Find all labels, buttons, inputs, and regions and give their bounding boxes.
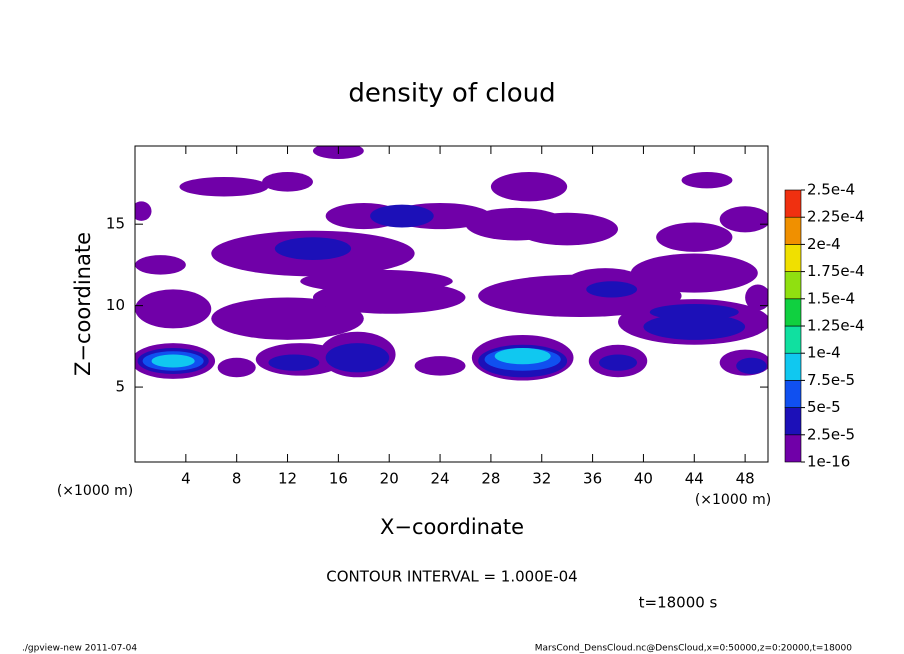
footer-right: MarsCond_DensCloud.nc@DensCloud,x=0:5000… [535,644,852,654]
colorbar-box [784,271,802,300]
colorbar-box [784,434,802,463]
footer-left: ./gpview-new 2011-07-04 [22,644,137,654]
cloud-patch [274,237,352,261]
cloud-patch [656,222,733,252]
x-tick-label: 12 [278,470,297,488]
x-axis-label: X−coordinate [380,515,524,539]
cloud-patch [211,297,364,340]
x-unit: (×1000 m) [695,492,771,508]
colorbar-box [784,352,802,381]
contour-field [135,146,768,381]
colorbar-label: 2.25e-4 [807,208,865,226]
colorbar-label: 1.25e-4 [807,317,865,335]
x-tick-label: 36 [583,470,602,488]
cloud-patch [643,313,746,340]
colorbar-label: 2e-4 [807,235,841,253]
cloud-patch [325,343,390,373]
colorbar-label: 1e-4 [807,344,841,362]
y-tick-label: 5 [115,378,125,396]
cloud-patch [179,176,269,197]
cloud-patch [719,206,768,233]
chart-title: density of cloud [348,79,555,109]
cloud-patch [262,172,313,192]
x-tick-label: 48 [736,470,755,488]
colorbar-box [784,407,802,436]
colorbar-label: 1e-16 [807,453,850,471]
colorbar-box [784,216,802,245]
cloud-patch [135,201,152,221]
cloud-patch [217,357,256,378]
x-tick-label: 16 [329,470,348,488]
cloud-patch [494,347,551,365]
x-tick-label: 20 [380,470,399,488]
colorbar-label: 1.75e-4 [807,262,865,280]
cloud-patch [736,357,767,375]
colorbar-box [784,298,802,327]
x-tick-label: 28 [481,470,500,488]
y-tick-label: 10 [106,296,125,314]
y-tick-label: 15 [106,215,125,233]
colorbar-label: 1.5e-4 [807,289,855,307]
cloud-patch [135,289,212,329]
colorbar-label: 5e-5 [807,398,841,416]
colorbar-box [784,325,802,354]
cloud-patch [151,354,195,368]
contour-interval: CONTOUR INTERVAL = 1.000E-04 [326,568,577,586]
cloud-patch [300,269,453,293]
y-axis-label: Z−coordinate [71,232,95,376]
cloud-patch [268,354,320,371]
cloud-patch [745,284,768,311]
x-tick-label: 40 [634,470,653,488]
cloud-patch [649,304,739,321]
colorbar-label: 7.5e-5 [807,371,855,389]
cloud-patch [598,354,638,371]
x-tick-label: 8 [232,470,242,488]
cloud-patch [135,255,186,275]
cloud-patch [586,281,638,298]
cloud-patch [630,253,758,293]
colorbar-box [784,244,802,272]
colorbar-label: 2.5e-4 [807,181,855,199]
cloud-patch [490,172,568,202]
x-tick-label: 24 [431,470,450,488]
y-unit: (×1000 m) [57,483,133,499]
colorbar-box [784,380,802,408]
colorbar-box [784,189,802,218]
cloud-patch [414,356,466,376]
colorbar-label: 2.5e-5 [807,425,855,443]
cloud-patch [370,204,434,228]
cloud-patch [681,172,733,189]
x-tick-label: 32 [532,470,551,488]
x-tick-label: 44 [685,470,704,488]
plot-frame [134,145,769,463]
time-label: t=18000 s [639,594,718,612]
x-tick-label: 4 [181,470,191,488]
cloud-patch [516,212,619,246]
